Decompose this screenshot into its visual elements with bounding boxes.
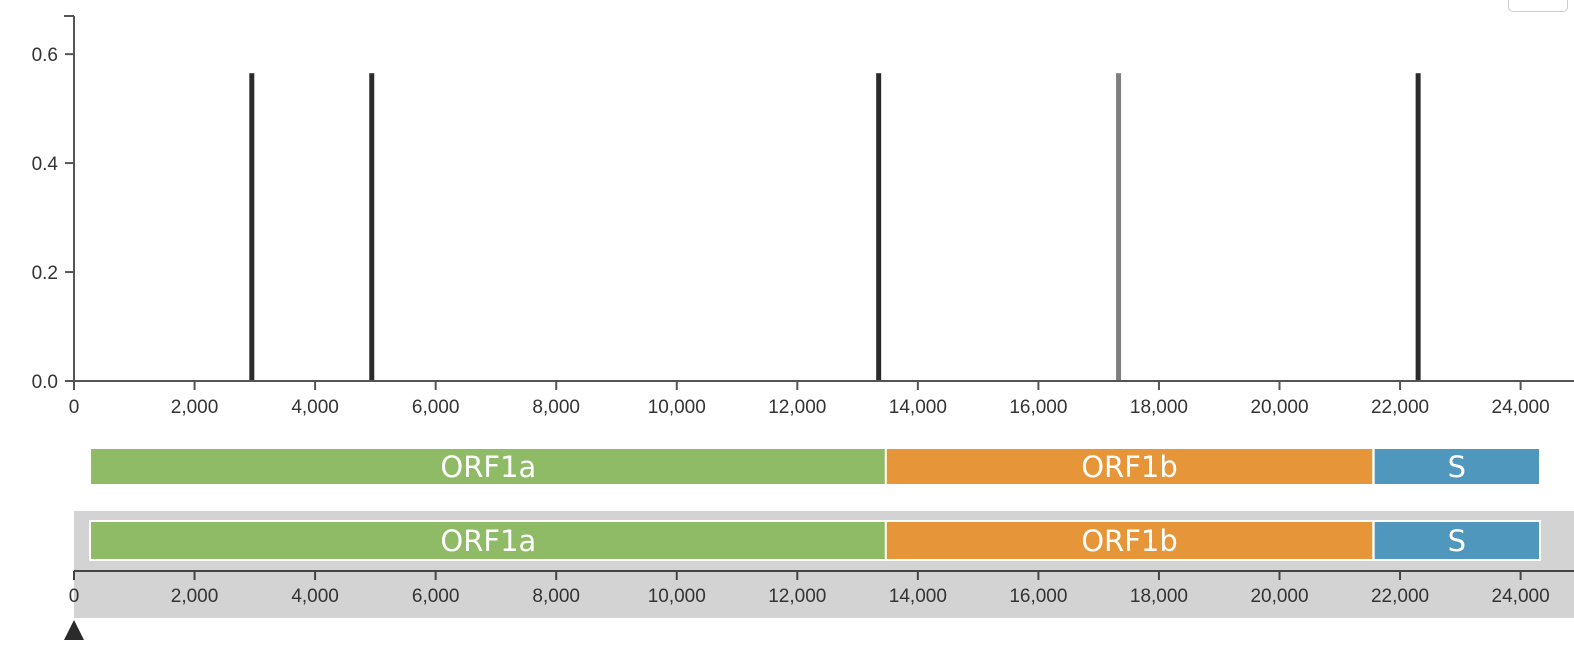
y-tick-label: 0.4 [32, 154, 59, 175]
gene-block[interactable] [884, 447, 1375, 486]
gene-label: ORF1a [440, 450, 536, 484]
reset-layout-button[interactable] [1508, 0, 1568, 12]
navigator-gene-label: ORF1b [1081, 524, 1178, 558]
navigator-x-tick-label: 8,000 [532, 586, 580, 607]
navigator-gene-block[interactable] [89, 520, 888, 561]
x-tick-label: 18,000 [1130, 397, 1188, 418]
navigator-x-tick-label: 22,000 [1371, 586, 1429, 607]
x-tick-label: 4,000 [291, 397, 339, 418]
navigator-x-tick-label: 20,000 [1250, 586, 1308, 607]
gene-label: ORF1b [1081, 450, 1178, 484]
navigator-x-tick-label: 2,000 [171, 586, 219, 607]
x-tick-label: 0 [69, 397, 80, 418]
entropy-bar[interactable] [249, 73, 255, 382]
navigator[interactable]: ORF1a ORF1b S 0 2,000 4,000 6,000 8,000 10,000 12… [64, 511, 1574, 640]
y-tick-label: 0.6 [32, 45, 58, 66]
x-axis: 0 2,000 4,000 6,000 8,000 10,000 12,000 14,000 1… [69, 380, 1574, 418]
y-tick-label: 0.0 [32, 372, 58, 393]
navigator-x-tick-label: 14,000 [889, 586, 947, 607]
x-tick-label: 6,000 [412, 397, 460, 418]
entropy-bar[interactable] [1116, 73, 1122, 382]
gene-track[interactable]: ORF1a ORF1b S [89, 447, 1542, 486]
x-tick-label: 12,000 [768, 397, 826, 418]
y-tick-label: 0.2 [32, 263, 58, 284]
gene-label: S [1448, 450, 1466, 484]
navigator-x-tick-label: 24,000 [1492, 586, 1550, 607]
x-tick-label: 22,000 [1371, 397, 1429, 418]
navigator-x-tick-label: 4,000 [291, 586, 339, 607]
navigator-gene-label: S [1448, 524, 1466, 558]
navigator-gene-block[interactable] [884, 520, 1375, 561]
navigator-x-tick-label: 0 [69, 586, 80, 607]
x-tick-label: 10,000 [648, 397, 706, 418]
x-tick-label: 14,000 [889, 397, 947, 418]
triangle-up-icon[interactable] [64, 620, 84, 640]
navigator-gene-block[interactable] [1372, 520, 1542, 561]
navigator-x-tick-label: 6,000 [412, 586, 460, 607]
entropy-bar[interactable] [1415, 73, 1421, 382]
x-tick-label: 24,000 [1492, 397, 1550, 418]
navigator-gene-label: ORF1a [440, 524, 536, 558]
entropy-bar[interactable] [876, 73, 882, 382]
x-tick-label: 8,000 [532, 397, 580, 418]
gene-block[interactable] [89, 447, 888, 486]
navigator-x-tick-label: 12,000 [768, 586, 826, 607]
navigator-x-tick-label: 16,000 [1009, 586, 1067, 607]
y-axis: 0.0 0.2 0.4 0.6 [32, 15, 75, 393]
entropy-bar[interactable] [369, 73, 375, 382]
entropy-bars[interactable] [249, 73, 1421, 382]
x-tick-label: 20,000 [1250, 397, 1308, 418]
x-tick-label: 2,000 [171, 397, 219, 418]
navigator-x-tick-label: 18,000 [1130, 586, 1188, 607]
navigator-x-tick-label: 10,000 [648, 586, 706, 607]
x-tick-label: 16,000 [1009, 397, 1067, 418]
gene-block[interactable] [1372, 447, 1542, 486]
